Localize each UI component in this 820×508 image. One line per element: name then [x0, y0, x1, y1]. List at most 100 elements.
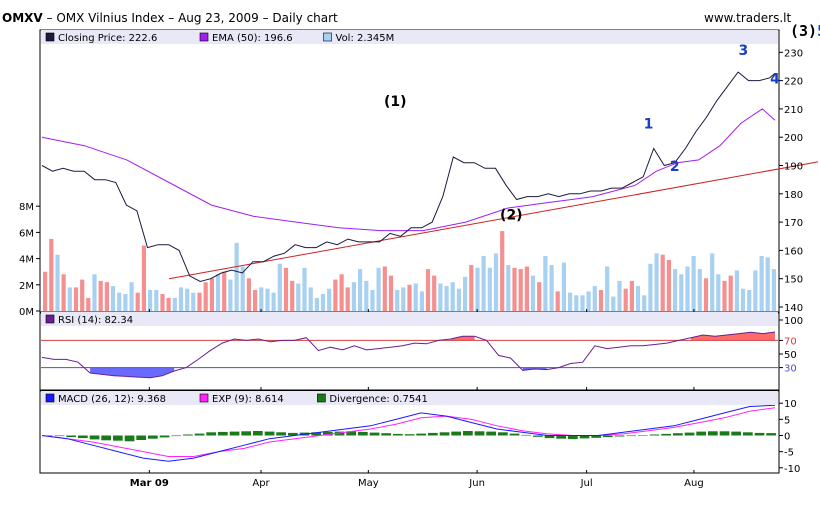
trendline	[169, 161, 819, 280]
volume-bar	[425, 269, 431, 311]
header-sep3: –	[259, 11, 273, 25]
divergence-bar	[451, 431, 461, 436]
volume-bar	[314, 297, 319, 311]
divergence-bar	[101, 435, 111, 441]
price-tick-label: 220	[784, 77, 803, 88]
volume-bar	[407, 284, 412, 311]
volume-bar	[265, 288, 270, 311]
volume-bar	[283, 267, 289, 311]
header-period: Daily chart	[272, 11, 338, 25]
header-site: www.traders.lt	[704, 11, 791, 25]
volume-bar	[129, 282, 134, 311]
rsi-overbought-fill	[690, 332, 775, 341]
volume-bar	[537, 282, 542, 311]
header-sep1: –	[43, 11, 57, 25]
volume-bar	[450, 282, 455, 311]
top-right-blue: 5	[817, 22, 820, 40]
volume-bar	[259, 287, 264, 311]
divergence-bar	[358, 431, 368, 436]
divergence-bar	[439, 432, 450, 436]
header-name: OMX Vilnius Index	[56, 11, 164, 25]
rsi-tick-label: 30	[784, 364, 797, 375]
volume-bar	[339, 274, 344, 311]
volume-bar	[370, 290, 375, 311]
volume-bar	[55, 254, 60, 311]
volume-bar	[734, 270, 739, 311]
volume-bar	[592, 286, 597, 311]
volume-bar	[234, 242, 239, 311]
divergence-bar	[568, 435, 578, 440]
chart-annotation: 1	[644, 117, 654, 133]
volume-bar	[469, 265, 474, 311]
exp-signal-line	[41, 407, 776, 457]
ema-line	[41, 108, 776, 232]
volume-bar	[110, 286, 116, 311]
price-line	[41, 71, 776, 283]
volume-bar	[561, 262, 566, 311]
header-symbol: OMXV	[2, 11, 43, 25]
volume-bar	[456, 288, 461, 311]
volume-bar	[327, 288, 332, 311]
axis-ticks: 1401501601701801902002102202300M2M4M6M8M…	[19, 48, 803, 489]
divergence-bar	[159, 435, 170, 438]
divergence-bar	[486, 431, 496, 436]
price-tick-label: 160	[784, 246, 803, 257]
divergence-bar	[708, 431, 718, 436]
divergence-bar	[626, 435, 636, 437]
volume-bar	[253, 290, 258, 311]
volume-bar	[228, 279, 233, 311]
volume-bar	[555, 291, 560, 311]
chart-annotation: (1)	[384, 94, 407, 110]
legends: Closing Price: 222.6 EMA (50): 196.6 Vol: …	[41, 30, 778, 405]
macd-tick-label: 0	[784, 432, 790, 443]
legend-swatch	[317, 393, 326, 403]
divergence-bar	[89, 435, 100, 440]
volume-tick-label: 6M	[19, 228, 34, 239]
divergence-bar	[404, 434, 415, 436]
volume-bar	[493, 253, 499, 311]
volume-bar	[117, 292, 122, 311]
divergence-bar	[288, 432, 298, 436]
divergence-bar	[183, 434, 193, 436]
divergence-bar	[509, 433, 520, 436]
legend-swatch	[45, 393, 55, 403]
divergence-bar	[346, 431, 356, 436]
volume-bar	[648, 263, 653, 311]
volume-bar	[43, 271, 48, 311]
volume-bar	[320, 294, 326, 311]
divergence-bar	[428, 432, 438, 436]
price-tick-label: 230	[784, 48, 803, 59]
divergence-bar	[78, 435, 88, 439]
divergence-bar	[66, 435, 76, 438]
divergence-bar	[766, 433, 776, 436]
volume-tick-label: 4M	[19, 255, 34, 266]
volume-tick-label: 0M	[19, 307, 34, 318]
volume-bar	[679, 274, 684, 311]
divergence-bar	[264, 431, 275, 436]
legend-label: EMA (50): 196.6	[212, 33, 293, 44]
divergence-bar	[463, 431, 473, 436]
volume-bar	[438, 283, 443, 311]
divergence-bar	[684, 432, 695, 436]
macd-tick-label: -10	[784, 464, 800, 475]
volume-bar	[148, 290, 153, 311]
volume-bar	[345, 287, 350, 311]
volume-bar	[178, 287, 184, 311]
chart-annotation: 2	[670, 159, 680, 175]
price-tick-label: 140	[784, 303, 803, 314]
volume-bar	[580, 295, 585, 311]
price-tick-label: 180	[784, 190, 803, 201]
volume-bar	[222, 271, 227, 311]
volume-bar	[500, 231, 505, 311]
legend-swatch	[199, 32, 209, 42]
divergence-bar	[206, 432, 216, 436]
volume-bar	[598, 290, 604, 311]
divergence-bar	[148, 435, 158, 439]
divergence-bar	[696, 431, 706, 436]
divergence-bar	[498, 432, 508, 436]
rsi-tick-label: 100	[784, 316, 803, 327]
volume-bar	[605, 266, 610, 311]
x-tick-label: Jul	[580, 478, 593, 489]
price-tick-label: 210	[784, 105, 803, 116]
volume-bar	[308, 287, 313, 311]
